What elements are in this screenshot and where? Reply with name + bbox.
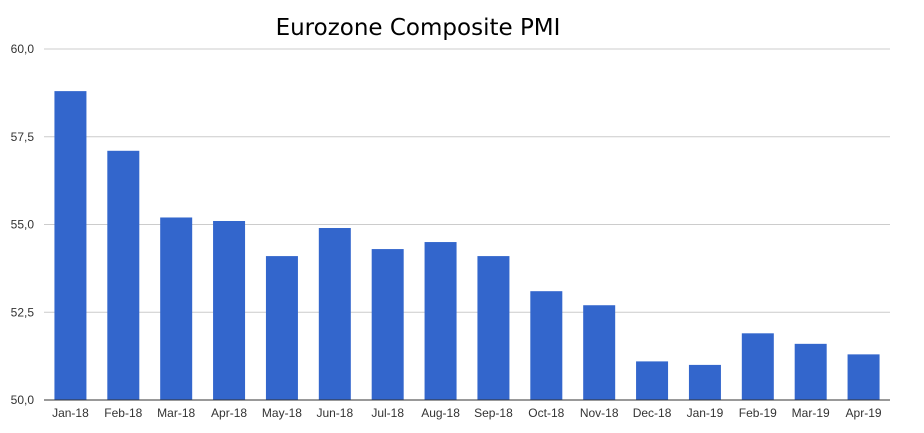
x-tick-label: Apr-18 xyxy=(211,406,247,420)
x-tick-label: May-18 xyxy=(262,406,302,420)
bar xyxy=(688,364,721,400)
bar xyxy=(477,256,510,400)
bar xyxy=(530,291,563,400)
y-tick-label: 50,0 xyxy=(11,393,35,407)
x-tick-label: Feb-18 xyxy=(104,406,142,420)
chart-title: Eurozone Composite PMI xyxy=(276,15,561,41)
bar xyxy=(318,228,351,400)
bar xyxy=(107,150,140,400)
bars-layer xyxy=(54,91,880,401)
bar xyxy=(160,217,193,400)
x-tick-label: Jun-18 xyxy=(316,406,353,420)
bar xyxy=(424,242,457,400)
y-tick-label: 57,5 xyxy=(11,130,35,144)
x-tick-label: Jan-19 xyxy=(687,406,724,420)
x-tick-label: Mar-18 xyxy=(157,406,195,420)
bar xyxy=(265,256,298,400)
bar xyxy=(794,343,827,400)
x-tick-label: Mar-19 xyxy=(792,406,830,420)
x-tick-label: Apr-19 xyxy=(846,406,882,420)
x-tick-label: Nov-18 xyxy=(580,406,619,420)
bar xyxy=(213,220,246,400)
bar xyxy=(371,249,404,400)
x-tick-label: Dec-18 xyxy=(633,406,672,420)
x-tick-label: Jan-18 xyxy=(52,406,89,420)
x-tick-label: Feb-19 xyxy=(739,406,777,420)
x-tick-label: Aug-18 xyxy=(421,406,460,420)
x-tick-label: Sep-18 xyxy=(474,406,513,420)
y-tick-label: 60,0 xyxy=(11,42,35,56)
bar xyxy=(583,305,616,400)
x-tick-label: Jul-18 xyxy=(371,406,404,420)
x-tick-label: Oct-18 xyxy=(528,406,564,420)
y-tick-label: 52,5 xyxy=(11,305,35,319)
y-axis: 50,0 52,5 55,0 57,5 60,0 xyxy=(11,42,35,407)
bar xyxy=(847,354,880,400)
y-tick-label: 55,0 xyxy=(11,218,35,232)
x-axis: Jan-18 Feb-18 Mar-18 Apr-18 May-18 Jun-18 Jul-… xyxy=(44,399,890,420)
bar xyxy=(54,91,87,401)
bar xyxy=(636,361,669,400)
bar xyxy=(741,333,774,400)
